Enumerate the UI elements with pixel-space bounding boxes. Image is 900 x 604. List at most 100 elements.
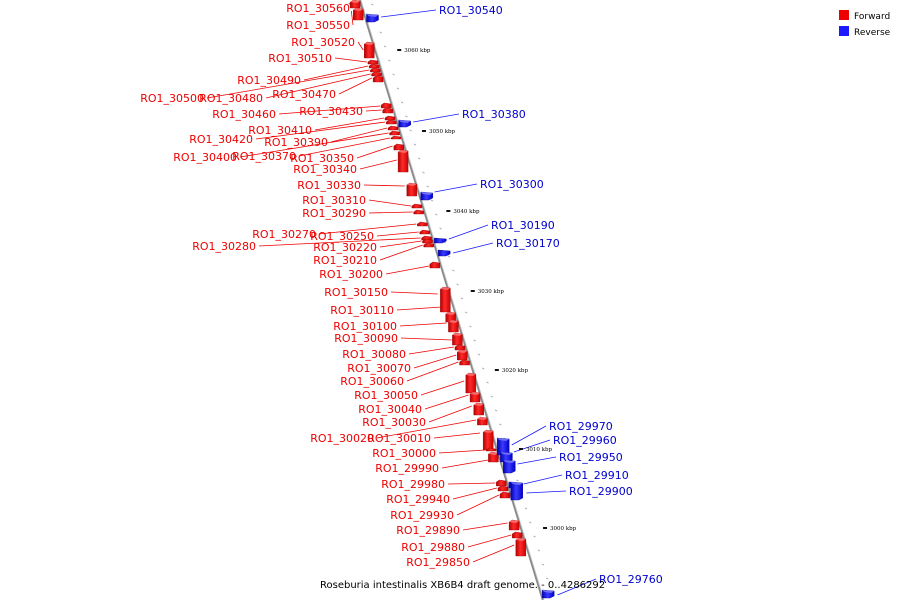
gene-label-ro1-29890[interactable]: RO1_29890 <box>396 524 460 537</box>
gene-label-ro1-29970[interactable]: RO1_29970 <box>549 420 613 433</box>
gene-label-ro1-30470[interactable]: RO1_30470 <box>272 88 336 101</box>
gene-ro1-30040[interactable] <box>469 391 481 403</box>
gene-label-ro1-30080[interactable]: RO1_30080 <box>342 348 406 361</box>
gene-label-ro1-30430[interactable]: RO1_30430 <box>299 105 363 118</box>
gene-ro1-29850[interactable] <box>515 537 527 557</box>
gene-ro1-29970[interactable] <box>496 437 510 456</box>
gene-ro1-30060[interactable] <box>459 359 470 366</box>
gene-ro1-30000[interactable] <box>485 447 497 452</box>
gene-ro1-30300[interactable] <box>420 191 433 201</box>
gene-label-ro1-30540[interactable]: RO1_30540 <box>439 4 503 17</box>
gene-ro1-30170[interactable] <box>437 249 451 257</box>
gene-ro1-30150[interactable] <box>440 286 451 313</box>
gene-ro1-30380[interactable] <box>398 119 411 128</box>
gene-label-ro1-30060[interactable]: RO1_30060 <box>340 375 404 388</box>
gene-ro1-30390[interactable] <box>387 125 399 131</box>
gene-ro1-30490[interactable] <box>368 63 380 69</box>
gene-label-ro1-30340[interactable]: RO1_30340 <box>293 163 357 176</box>
gene-ro1-30280[interactable] <box>421 235 432 241</box>
gene-ro1-30030[interactable] <box>473 402 484 416</box>
gene-label-ro1-30390[interactable]: RO1_30390 <box>264 136 328 149</box>
gene-ro1-30460[interactable] <box>380 102 392 109</box>
gene-label-ro1-30330[interactable]: RO1_30330 <box>297 179 361 192</box>
gene-ro1-30480[interactable] <box>371 71 382 77</box>
gene-label-ro1-30220[interactable]: RO1_30220 <box>313 241 377 254</box>
gene-ro1-30520[interactable] <box>364 41 375 59</box>
gene-label-ro1-30110[interactable]: RO1_30110 <box>330 304 394 317</box>
gene-label-ro1-30400[interactable]: RO1_30400 <box>173 151 237 164</box>
gene-label-ro1-29900[interactable]: RO1_29900 <box>569 485 633 498</box>
gene-ro1-30190[interactable] <box>434 237 447 244</box>
gene-ro1-30070[interactable] <box>457 349 468 361</box>
gene-ro1-30080[interactable] <box>454 344 466 351</box>
gene-ro1-29760[interactable] <box>541 589 555 599</box>
gene-label-ro1-30000[interactable]: RO1_30000 <box>372 447 436 460</box>
gene-label-ro1-30050[interactable]: RO1_30050 <box>354 389 418 402</box>
gene-label-ro1-30550[interactable]: RO1_30550 <box>286 19 350 32</box>
gene-ro1-30500[interactable] <box>370 67 381 73</box>
gene-ro1-30370[interactable] <box>390 135 402 140</box>
gene-label-ro1-30040[interactable]: RO1_30040 <box>358 403 422 416</box>
gene-label-ro1-30560[interactable]: RO1_30560 <box>286 2 350 15</box>
gene-label-ro1-29990[interactable]: RO1_29990 <box>375 462 439 475</box>
gene-label-ro1-30350[interactable]: RO1_30350 <box>290 152 354 165</box>
gene-label-ro1-29960[interactable]: RO1_29960 <box>553 434 617 447</box>
gene-label-ro1-29930[interactable]: RO1_29930 <box>390 509 454 522</box>
gene-ro1-30110[interactable] <box>445 311 456 323</box>
gene-label-ro1-30280[interactable]: RO1_30280 <box>192 240 256 253</box>
gene-label-ro1-30500[interactable]: RO1_30500 <box>140 92 204 105</box>
gene-ro1-30200[interactable] <box>429 261 441 269</box>
gene-ro1-30290[interactable] <box>413 209 424 215</box>
gene-label-ro1-29880[interactable]: RO1_29880 <box>401 541 465 554</box>
gene-label-ro1-30420[interactable]: RO1_30420 <box>189 133 253 146</box>
gene-ro1-30330[interactable] <box>406 182 417 197</box>
gene-ro1-30470[interactable] <box>372 75 384 83</box>
gene-label-ro1-30190[interactable]: RO1_30190 <box>491 219 555 232</box>
gene-label-ro1-30010[interactable]: RO1_30010 <box>367 432 431 445</box>
gene-ro1-29990[interactable] <box>488 451 499 463</box>
gene-ro1-30050[interactable] <box>465 372 477 394</box>
gene-label-ro1-30520[interactable]: RO1_30520 <box>291 36 355 49</box>
gene-ro1-29930[interactable] <box>499 491 511 499</box>
gene-ro1-29890[interactable] <box>508 519 520 531</box>
gene-label-ro1-30150[interactable]: RO1_30150 <box>324 286 388 299</box>
gene-ro1-30540[interactable] <box>366 13 379 23</box>
gene-ro1-30420[interactable] <box>386 119 397 125</box>
gene-label-ro1-30290[interactable]: RO1_30290 <box>302 207 366 220</box>
gene-label-ro1-30100[interactable]: RO1_30100 <box>333 320 397 333</box>
gene-ro1-30270[interactable] <box>417 221 428 227</box>
gene-ro1-30020[interactable] <box>477 416 488 426</box>
gene-ro1-30510[interactable] <box>367 59 379 65</box>
gene-label-ro1-30510[interactable]: RO1_30510 <box>268 52 332 65</box>
gene-label-ro1-30300[interactable]: RO1_30300 <box>480 178 544 191</box>
gene-label-ro1-30170[interactable]: RO1_30170 <box>496 237 560 250</box>
gene-ro1-29980[interactable] <box>496 479 507 487</box>
gene-ro1-29900[interactable] <box>510 481 523 501</box>
gene-ro1-30410[interactable] <box>384 115 396 121</box>
gene-ro1-30220[interactable] <box>422 238 433 244</box>
gene-ro1-29940[interactable] <box>497 485 509 492</box>
gene-label-ro1-30020[interactable]: RO1_30020 <box>310 432 374 445</box>
gene-ro1-29950[interactable] <box>503 459 516 474</box>
gene-label-ro1-29910[interactable]: RO1_29910 <box>565 469 629 482</box>
gene-ro1-30310[interactable] <box>411 203 423 209</box>
gene-ro1-30010[interactable] <box>483 429 494 451</box>
gene-label-ro1-29760[interactable]: RO1_29760 <box>599 573 663 586</box>
gene-label-ro1-30070[interactable]: RO1_30070 <box>347 362 411 375</box>
gene-ro1-30340[interactable] <box>397 149 409 173</box>
gene-ro1-30550[interactable] <box>353 7 364 21</box>
gene-ro1-30560[interactable] <box>350 0 361 9</box>
gene-label-ro1-30210[interactable]: RO1_30210 <box>313 254 377 267</box>
gene-ro1-30400[interactable] <box>389 130 400 136</box>
gene-label-ro1-30270[interactable]: RO1_30270 <box>252 228 316 241</box>
gene-label-ro1-30490[interactable]: RO1_30490 <box>237 74 301 87</box>
gene-label-ro1-29980[interactable]: RO1_29980 <box>381 478 445 491</box>
gene-ro1-30210[interactable] <box>423 242 434 248</box>
gene-ro1-30100[interactable] <box>448 319 459 333</box>
gene-label-ro1-30310[interactable]: RO1_30310 <box>302 194 366 207</box>
gene-label-ro1-30090[interactable]: RO1_30090 <box>334 332 398 345</box>
gene-label-ro1-29940[interactable]: RO1_29940 <box>386 493 450 506</box>
gene-label-ro1-30480[interactable]: RO1_30480 <box>199 92 263 105</box>
gene-label-ro1-30030[interactable]: RO1_30030 <box>362 416 426 429</box>
gene-ro1-30250[interactable] <box>419 229 430 235</box>
